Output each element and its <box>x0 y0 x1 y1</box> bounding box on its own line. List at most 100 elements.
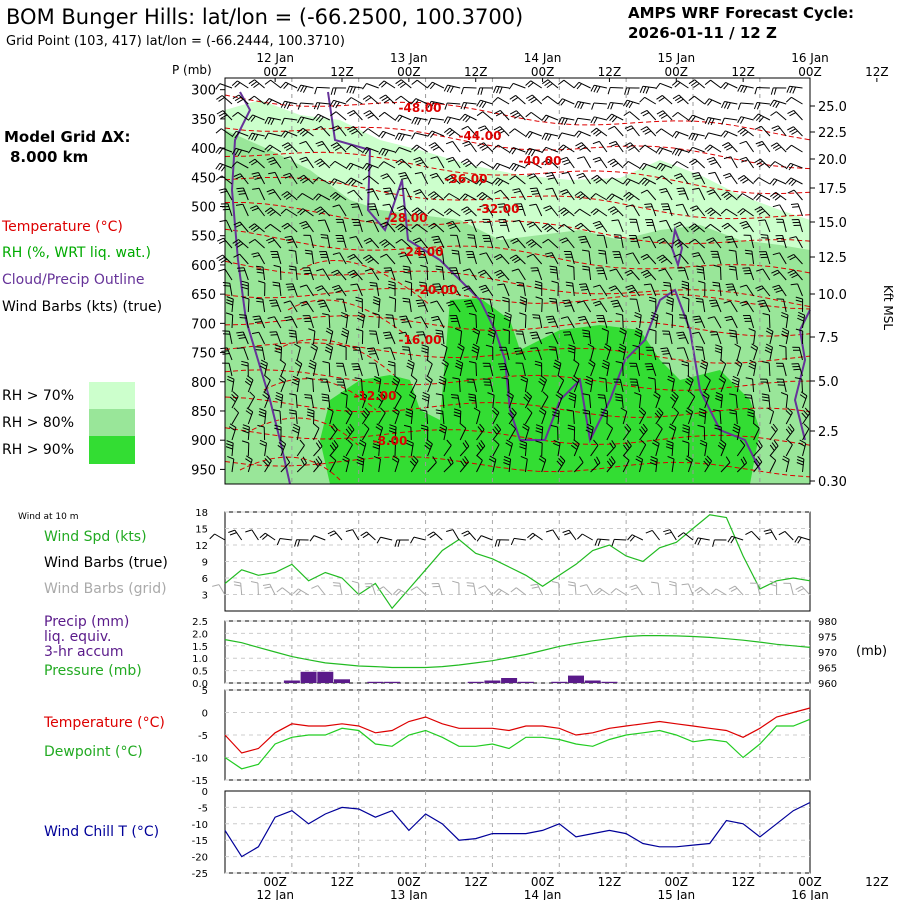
wind-barb-flag <box>218 148 224 155</box>
wind-barb-flag <box>622 178 628 185</box>
wind-barb <box>735 411 738 425</box>
wind-barb-flag <box>728 265 736 268</box>
wind-barb-flag <box>497 274 505 279</box>
wind-barb-flag <box>335 101 340 109</box>
wind-barb-flag <box>528 241 535 246</box>
wind-barb-flag <box>432 318 440 322</box>
wind-barb-flag <box>689 205 697 210</box>
wind-barb <box>443 347 448 361</box>
wind-barb-flag <box>385 314 393 316</box>
wind-barb-flag <box>594 303 602 307</box>
wind-barb-flag <box>535 424 543 428</box>
wind-barb <box>522 363 526 377</box>
wind-barb-flag <box>333 127 341 132</box>
bottom-time-tick-label: 00Z <box>798 875 822 889</box>
wind-barb-flag <box>218 268 226 272</box>
wind-barb-flag <box>551 280 559 284</box>
wind-barb <box>499 126 510 137</box>
wind-barb-flag <box>737 85 742 92</box>
wind-barb-flag <box>435 332 443 335</box>
wind-barb <box>590 445 599 457</box>
wind-barb <box>606 445 616 457</box>
wind-barb-flag <box>640 426 646 433</box>
wind-barb-flag <box>577 101 582 109</box>
wind-barb-flag <box>660 347 668 350</box>
wind-barb-grid-flag <box>596 589 603 595</box>
wind-barb-flag <box>559 237 567 242</box>
wind-barb <box>779 252 787 265</box>
wind-barb <box>588 267 592 281</box>
wind-barb <box>475 314 477 329</box>
wind-barb-grid-flag <box>769 580 777 584</box>
wind-barb <box>489 219 494 233</box>
temperature-label: -8.00 <box>373 434 408 448</box>
wind-barb-flag <box>706 189 714 193</box>
wind-barb-flag <box>511 148 517 155</box>
wind-barb-flag <box>772 193 779 199</box>
wind-barb <box>530 80 542 89</box>
wind-barb-flag <box>673 173 681 177</box>
wind-barb <box>421 172 429 185</box>
wind-barb-flag <box>697 424 705 428</box>
wind-barb-flag <box>741 223 749 227</box>
wind-barb-flag <box>276 391 283 396</box>
wind-barb-flag <box>499 86 503 94</box>
wind-barb-flag <box>756 160 763 166</box>
bottom-time-tick-label: 12Z <box>865 875 889 889</box>
wind-barb-flag <box>381 82 387 88</box>
wind-barb <box>785 395 789 409</box>
wind-barb <box>441 331 445 345</box>
wind-barb-flag <box>492 410 498 416</box>
wind-barb <box>225 220 233 233</box>
wind-barb <box>497 96 510 105</box>
wind-barb-flag <box>284 235 292 238</box>
wind-barb <box>629 111 640 121</box>
wind-barb <box>503 283 510 297</box>
wind-barb-flag <box>568 397 576 402</box>
wind-barb-true-flag <box>245 529 253 533</box>
wind-barb-flag <box>707 316 715 319</box>
wind-barb-flag <box>792 86 797 94</box>
wind-barb-grid <box>218 584 226 596</box>
wind-barb-flag <box>615 361 623 364</box>
wind-barb-flag <box>367 258 374 264</box>
bottom-time-tick-label: 12Z <box>330 875 354 889</box>
wind-barb-flag <box>404 280 412 284</box>
wind-barb-flag <box>435 393 443 396</box>
wind-barb-flag <box>252 315 260 318</box>
wind-barb-flag <box>577 315 585 319</box>
wind-barb-flag <box>253 83 260 89</box>
wind-barb <box>505 347 510 361</box>
wind-barb <box>313 445 323 457</box>
wind-barb-flag <box>655 128 662 134</box>
wind-barb-flag <box>479 127 487 132</box>
wind-barb <box>492 444 500 457</box>
wind-barb <box>309 315 314 329</box>
wind-barb <box>683 267 689 281</box>
wind-barb-flag <box>431 235 439 238</box>
wind-barb <box>358 347 363 361</box>
wind-barb-flag <box>266 146 273 152</box>
wind-barb-flag <box>753 193 759 200</box>
wind-barb-flag <box>769 444 775 451</box>
wind-barb-flag <box>285 194 293 200</box>
wind-barb <box>761 141 771 153</box>
wind-barb <box>698 332 706 345</box>
wind-barb-flag <box>535 440 543 444</box>
wind-barb-grid-flag <box>466 582 474 584</box>
wind-barb-grid <box>801 585 811 596</box>
wind-barb-flag <box>650 456 658 460</box>
wind-barb-flag <box>464 219 472 222</box>
wind-barb-flag <box>610 102 614 110</box>
wind-barb-grid-flag <box>467 585 475 587</box>
wind-barb <box>275 299 282 313</box>
wind-barb-flag <box>453 414 461 418</box>
wind-barb-flag <box>289 268 297 271</box>
wind-barb <box>698 252 706 265</box>
wind-barb-flag <box>247 147 253 154</box>
wind-barb <box>426 266 429 281</box>
wind-barb-flag <box>675 223 683 228</box>
wind-barb-flag <box>231 161 238 168</box>
wind-barb <box>436 300 445 313</box>
wind-barb-flag <box>381 132 387 139</box>
